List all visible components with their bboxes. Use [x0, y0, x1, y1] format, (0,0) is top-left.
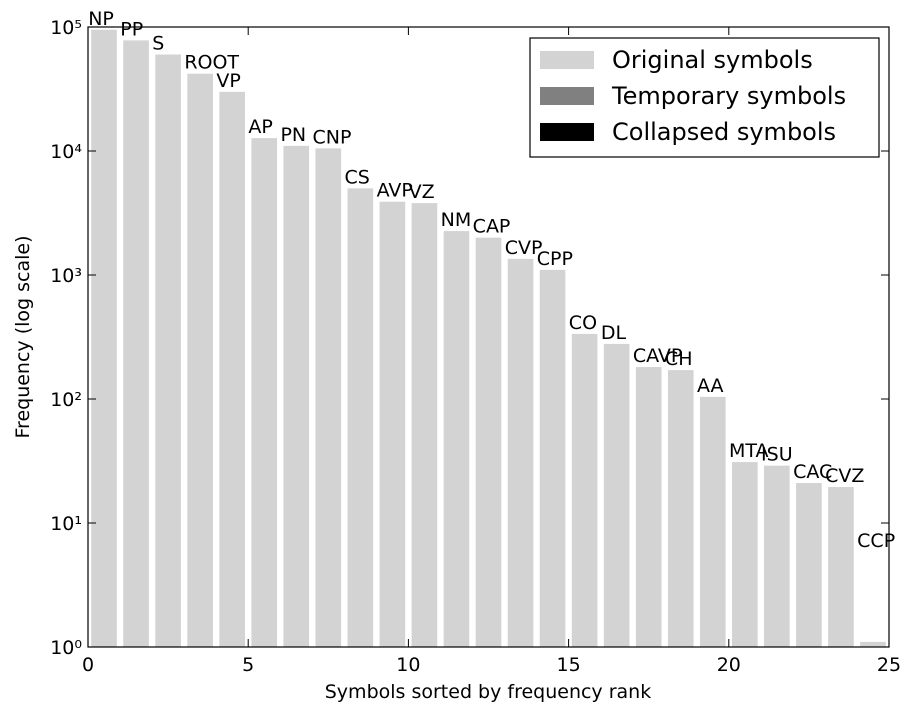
bar: [699, 396, 726, 647]
bar-label: VP: [216, 70, 240, 92]
bar-label: S: [152, 33, 164, 55]
bar-label: NP: [88, 8, 114, 30]
bar: [603, 343, 630, 647]
bar-label: CAP: [473, 216, 511, 238]
x-tick-label: 20: [717, 654, 741, 676]
y-tick-label: 10¹: [50, 513, 82, 535]
bar: [667, 370, 694, 647]
bar-label: CVP: [505, 237, 543, 259]
x-tick-label: 5: [242, 654, 254, 676]
bar: [347, 188, 374, 648]
bar-label: CS: [345, 166, 370, 188]
bar: [315, 148, 342, 647]
bar: [379, 201, 406, 647]
bar-label: CO: [569, 312, 597, 334]
bar-label: MTA: [729, 440, 769, 462]
y-axis-label: Frequency (log scale): [12, 236, 34, 439]
bar: [219, 91, 245, 647]
legend-label: Temporary symbols: [611, 82, 846, 110]
bar-label: AP: [248, 116, 272, 138]
bar: [539, 269, 566, 647]
bar: [283, 145, 310, 647]
bar-label: CAVP: [633, 345, 683, 367]
bar: [796, 483, 822, 647]
bar: [155, 54, 181, 648]
bar: [635, 367, 662, 647]
bar: [475, 237, 502, 647]
bar: [187, 73, 213, 647]
x-tick-label: 0: [82, 654, 94, 676]
y-tick-label: 10⁴: [50, 141, 82, 163]
bar-label: CNP: [312, 126, 351, 148]
bar-label: PP: [120, 18, 143, 40]
bar-label: DL: [601, 322, 627, 344]
bar-label: VZ: [409, 181, 435, 203]
bar: [828, 487, 854, 647]
legend-swatch: [540, 87, 594, 105]
plot-frame: [87, 26, 890, 648]
y-tick-label: 10³: [50, 265, 82, 287]
x-tick-label: 15: [557, 654, 581, 676]
bar-label: CAC: [793, 461, 832, 483]
bar-label: CCP: [857, 530, 895, 552]
x-tick-label: 10: [396, 654, 420, 676]
bar-label: CH: [665, 348, 693, 370]
bar: [764, 465, 790, 647]
y-tick-label: 10⁰: [50, 637, 82, 659]
bar: [507, 258, 534, 647]
legend-swatch: [540, 123, 594, 141]
bar: [411, 203, 438, 648]
bar: [571, 333, 598, 647]
bar-label: CVZ: [825, 465, 864, 487]
x-tick-label: 25: [877, 654, 901, 676]
y-tick-label: 10²: [50, 389, 82, 411]
bar: [123, 40, 149, 648]
bar-label: PN: [280, 124, 306, 146]
bar-label: AA: [697, 375, 724, 397]
bar: [732, 462, 758, 647]
bar-label: ROOT: [184, 52, 239, 74]
bar-label: AVP: [377, 180, 413, 202]
bar: [91, 29, 117, 648]
bar-label: NM: [441, 209, 472, 231]
bar-label: CPP: [537, 248, 573, 270]
bar-label: ISU: [761, 444, 793, 466]
legend-label: Collapsed symbols: [612, 118, 836, 146]
legend-label: Original symbols: [612, 46, 813, 74]
x-axis-label: Symbols sorted by frequency rank: [325, 681, 651, 703]
legend-swatch: [540, 51, 594, 69]
bar: [251, 138, 278, 647]
y-tick-label: 10⁵: [50, 17, 82, 39]
bar: [860, 641, 886, 647]
bar: [443, 231, 470, 647]
